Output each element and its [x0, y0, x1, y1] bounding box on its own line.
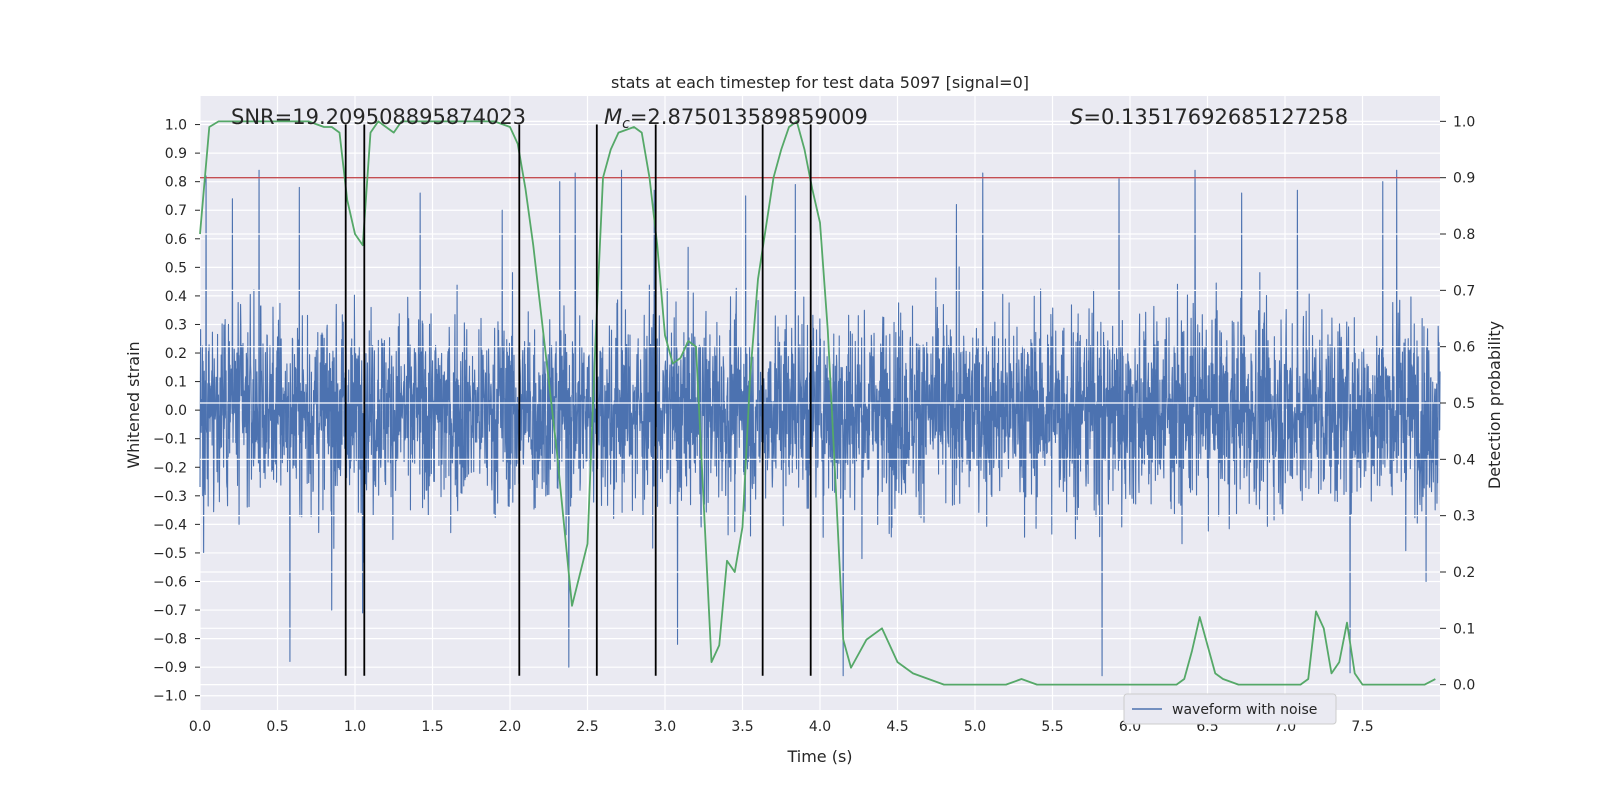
y-tick-label: −0.7	[153, 603, 187, 619]
y-tick-label: 0.1	[165, 375, 187, 391]
chart-title: stats at each timestep for test data 509…	[611, 73, 1029, 92]
right-y-tick-label: 0.9	[1453, 171, 1475, 187]
x-tick-label: 4.0	[809, 719, 831, 735]
y-tick-label: −1.0	[153, 689, 187, 705]
legend-box	[1123, 693, 1337, 725]
right-y-tick-label: 0.2	[1453, 565, 1475, 581]
x-tick-label: 1.5	[421, 719, 443, 735]
y-tick-label: 0.3	[165, 317, 187, 333]
y-tick-label: 1.0	[165, 118, 187, 134]
x-tick-label: 3.0	[654, 719, 676, 735]
mc-annotation-value: =2.875013589859009	[630, 105, 868, 129]
s-annotation-value: =0.13517692685127258	[1083, 105, 1348, 129]
y-axis-label: Whitened strain	[124, 341, 143, 468]
x-tick-label: 4.5	[886, 719, 908, 735]
snr-annotation: SNR=19.209508895874023	[231, 105, 526, 129]
y-tick-label: 0.4	[165, 289, 187, 305]
right-y-tick-label: 0.6	[1453, 340, 1475, 356]
x-tick-label: 5.5	[1041, 719, 1063, 735]
y-tick-label: 0.8	[165, 175, 187, 191]
right-y-tick-label: 0.5	[1453, 396, 1475, 412]
right-y-tick-label: 0.8	[1453, 227, 1475, 243]
probability-series	[199, 120, 1436, 686]
x-tick-label: 0.5	[266, 719, 288, 735]
right-y-tick-label: 0.7	[1453, 283, 1475, 299]
x-tick-label: 3.5	[731, 719, 753, 735]
right-y-axis-label: Detection probability	[1485, 321, 1504, 489]
y-tick-label: −0.5	[153, 546, 187, 562]
x-tick-label: 2.5	[576, 719, 598, 735]
y-tick-label: −0.9	[153, 660, 187, 676]
y-tick-label: 0.7	[165, 203, 187, 219]
s-annotation: S=0.13517692685127258	[1070, 105, 1348, 129]
y-tick-label: 0.6	[165, 232, 187, 248]
x-tick-label: 0.0	[189, 719, 211, 735]
right-y-tick-label: 1.0	[1453, 114, 1475, 130]
tick-labels: 0.0 0.5 1.0 1.5 2.0 2.5 3.0 3.5 4.0 4.5 5.0 5.5 6.0 6…	[153, 114, 1475, 735]
y-tick-label: −0.4	[153, 517, 187, 533]
y-tick-label: 0.9	[165, 146, 187, 162]
y-tick-label: −0.6	[153, 574, 187, 590]
legend-label: waveform with noise	[1172, 702, 1317, 718]
right-y-tick-label: 0.4	[1453, 452, 1475, 468]
detection-probability-line	[199, 120, 1436, 686]
x-tick-label: 2.0	[499, 719, 521, 735]
right-y-tick-label: 0.0	[1453, 678, 1475, 694]
y-tick-label: 0.2	[165, 346, 187, 362]
y-tick-label: −0.8	[153, 632, 187, 648]
waveform-series	[199, 169, 1441, 677]
y-tick-label: 0.0	[165, 403, 187, 419]
x-axis-label: Time (s)	[786, 747, 852, 766]
mc-annotation: Mc=2.875013589859009	[604, 105, 868, 132]
y-tick-label: −0.2	[153, 460, 187, 476]
x-tick-label: 5.0	[964, 719, 986, 735]
x-tick-label: 7.5	[1351, 719, 1373, 735]
waveform-line	[199, 169, 1441, 677]
y-tick-label: −0.1	[153, 432, 187, 448]
y-tick-label: −0.3	[153, 489, 187, 505]
x-tick-label: 1.0	[344, 719, 366, 735]
y-tick-label: 0.5	[165, 260, 187, 276]
right-y-tick-label: 0.1	[1453, 621, 1475, 637]
legend: waveform with noise	[1123, 693, 1337, 725]
vertical-markers	[344, 124, 812, 676]
right-y-tick-label: 0.3	[1453, 509, 1475, 525]
